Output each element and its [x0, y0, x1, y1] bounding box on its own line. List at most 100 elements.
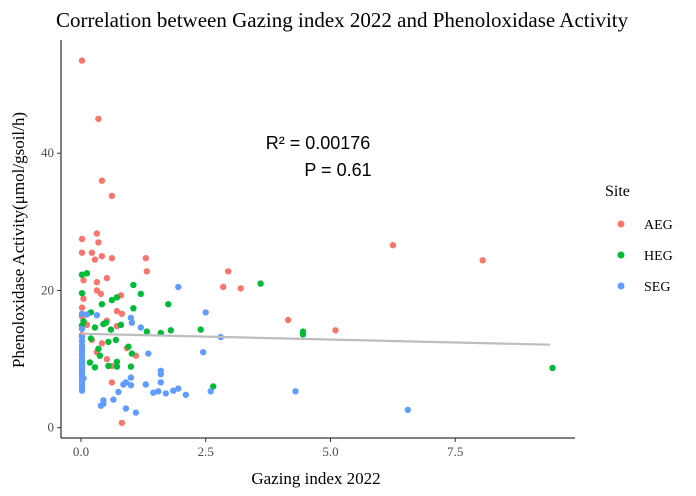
data-point-heg	[210, 383, 217, 390]
y-tick-label: 20	[41, 282, 54, 297]
data-point-aeg	[95, 239, 102, 246]
data-point-aeg	[78, 249, 86, 256]
data-point-aeg	[95, 115, 102, 123]
data-point-heg	[143, 328, 150, 335]
data-point-seg	[127, 382, 135, 389]
data-point-seg	[150, 389, 157, 396]
series-seg	[78, 283, 411, 416]
data-point-seg	[175, 385, 182, 392]
data-point-seg	[292, 388, 299, 395]
data-point-seg	[110, 396, 117, 403]
data-point-seg	[200, 349, 207, 356]
data-point-aeg	[284, 316, 292, 324]
points-layer	[78, 57, 556, 427]
data-point-heg	[299, 331, 307, 338]
data-point-seg	[83, 311, 91, 318]
data-point-heg	[113, 358, 121, 365]
data-point-seg	[404, 406, 411, 414]
legend-key-aeg	[617, 220, 625, 228]
data-point-seg	[145, 350, 152, 357]
data-point-aeg	[98, 177, 106, 184]
r-squared-annotation: R² = 0.00176	[266, 133, 371, 153]
x-axis-title: Gazing index 2022	[251, 469, 380, 488]
regression-line	[80, 332, 551, 346]
chart-title: Correlation between Gazing index 2022 an…	[56, 8, 629, 32]
data-point-seg	[80, 375, 87, 382]
data-point-seg	[202, 309, 209, 316]
data-point-aeg	[118, 419, 126, 427]
data-point-aeg	[118, 310, 126, 317]
data-point-seg	[115, 388, 122, 396]
data-point-heg	[113, 294, 121, 301]
data-point-heg	[113, 363, 121, 370]
data-point-heg	[257, 280, 264, 287]
data-point-seg	[120, 381, 127, 388]
data-point-aeg	[108, 192, 116, 199]
data-point-seg	[132, 409, 140, 416]
data-point-heg	[95, 345, 102, 352]
data-point-seg	[128, 319, 136, 326]
data-point-aeg	[108, 379, 116, 386]
data-point-aeg	[108, 255, 116, 262]
data-point-seg	[157, 379, 164, 386]
data-point-aeg	[78, 235, 86, 243]
data-point-aeg	[332, 327, 339, 334]
data-point-seg	[175, 283, 182, 291]
data-point-heg	[100, 320, 107, 328]
data-point-seg	[155, 388, 162, 395]
data-point-heg	[78, 290, 86, 297]
data-point-heg	[167, 327, 174, 334]
data-point-aeg	[220, 283, 227, 291]
data-point-aeg	[80, 277, 87, 284]
data-point-seg	[93, 312, 101, 319]
data-point-heg	[78, 271, 86, 278]
legend-title: Site	[605, 183, 630, 200]
x-tick-label: 0.0	[73, 444, 89, 459]
data-point-seg	[182, 391, 189, 398]
data-point-seg	[157, 371, 164, 378]
data-point-heg	[108, 296, 116, 304]
x-tick-label: 5.0	[322, 444, 338, 459]
data-point-heg	[86, 359, 94, 366]
p-value-annotation: P = 0.61	[304, 160, 371, 180]
data-point-seg	[207, 388, 214, 395]
data-point-heg	[87, 335, 95, 342]
data-point-seg	[127, 314, 135, 322]
series-aeg	[78, 57, 486, 427]
data-point-aeg	[80, 295, 87, 302]
data-point-heg	[549, 364, 556, 372]
data-point-seg	[78, 325, 86, 333]
data-point-aeg	[97, 290, 105, 298]
series-heg	[78, 270, 556, 390]
trend-line-layer	[80, 332, 551, 346]
data-point-aeg	[479, 257, 486, 264]
data-point-seg	[97, 402, 105, 409]
x-tick-label: 7.5	[447, 444, 463, 459]
data-point-aeg	[91, 256, 99, 263]
legend-items: AEG HEG SEG	[617, 218, 673, 295]
plot-area: 0.0 2.5 5.0 7.5 0 20 40	[41, 40, 575, 459]
data-point-aeg	[78, 304, 86, 311]
legend-label: AEG	[644, 218, 673, 233]
data-point-aeg	[88, 249, 96, 256]
legend-item-heg: HEG	[617, 249, 673, 264]
x-axis-ticks: 0.0 2.5 5.0 7.5	[73, 438, 463, 459]
data-point-seg	[78, 310, 86, 317]
legend-key-seg	[617, 282, 625, 290]
data-point-heg	[91, 364, 99, 371]
data-point-heg	[130, 305, 137, 312]
data-point-heg	[130, 281, 137, 289]
data-point-seg	[142, 381, 149, 388]
data-point-heg	[98, 301, 106, 308]
data-point-aeg	[113, 307, 121, 315]
data-point-aeg	[78, 57, 86, 64]
y-axis-ticks: 0 20 40	[41, 145, 61, 435]
data-point-aeg	[98, 253, 106, 260]
data-point-heg	[83, 270, 91, 277]
legend-item-aeg: AEG	[617, 218, 673, 233]
legend: Site AEG HEG SEG	[605, 183, 673, 295]
x-tick-label: 2.5	[198, 444, 214, 459]
data-point-heg	[137, 290, 144, 298]
data-point-seg	[78, 387, 86, 394]
data-point-aeg	[142, 255, 149, 262]
